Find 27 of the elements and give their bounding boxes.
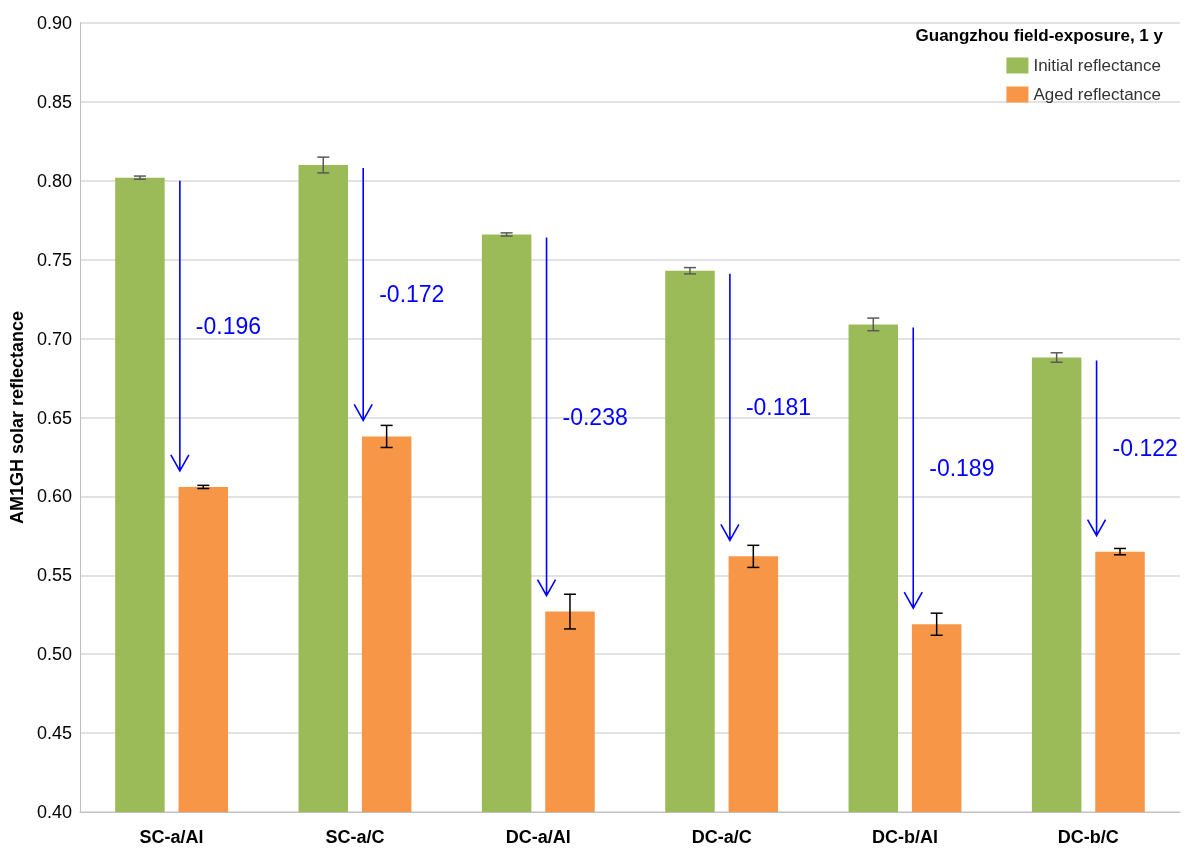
y-tick-label: 0.90 xyxy=(36,13,72,33)
x-tick-label: DC-b/Al xyxy=(871,827,938,847)
y-tick-label: 0.80 xyxy=(36,170,72,191)
annotation: -0.172 xyxy=(379,281,445,308)
legend-title: Guangzhou field-exposure, 1 y xyxy=(915,26,1164,45)
y-tick-label: 0.45 xyxy=(36,723,72,744)
annotation: -0.181 xyxy=(745,394,812,421)
y-axis-title: AM1GH solar reflectance xyxy=(7,310,27,525)
y-tick-label: 0.50 xyxy=(36,644,72,665)
x-tick-label: DC-a/Al xyxy=(505,827,571,847)
annotation: -0.189 xyxy=(929,454,995,481)
y-tick-label: 0.55 xyxy=(36,565,72,586)
legend-label: Aged reflectance xyxy=(1033,85,1162,104)
x-tick-label: DC-b/C xyxy=(1057,827,1119,847)
legend-label: Initial reflectance xyxy=(1033,56,1161,75)
y-tick-label: 0.75 xyxy=(36,249,72,270)
x-tick-label: SC-a/Al xyxy=(139,827,204,847)
x-tick-label: DC-a/C xyxy=(691,827,752,847)
x-tick-label: SC-a/C xyxy=(325,827,385,847)
annotation: -0.196 xyxy=(195,312,262,339)
y-tick-label: 0.85 xyxy=(36,91,72,112)
y-tick-label: 0.70 xyxy=(36,328,72,349)
annotation: -0.122 xyxy=(1112,435,1178,462)
y-tick-label: 0.60 xyxy=(36,486,72,507)
y-tick-label: 0.65 xyxy=(36,407,72,428)
y-tick-label: 0.40 xyxy=(36,802,72,822)
annotation: -0.238 xyxy=(562,403,628,430)
